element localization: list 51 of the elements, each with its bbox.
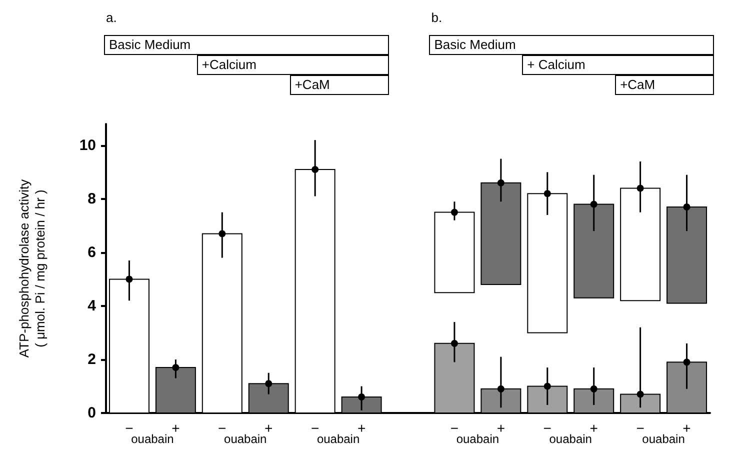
y-tick-label: 2 bbox=[88, 350, 96, 368]
point bbox=[450, 208, 458, 216]
text: b. bbox=[431, 10, 442, 25]
x-tick-label: + bbox=[496, 420, 506, 436]
point bbox=[497, 179, 504, 186]
text: ouabain bbox=[131, 432, 174, 446]
x-tick-label: + bbox=[264, 420, 273, 436]
x-tick-label: + bbox=[682, 420, 691, 436]
point bbox=[544, 190, 551, 198]
x-tick-label: − bbox=[310, 420, 320, 436]
condition-box: + Calcium bbox=[522, 55, 714, 75]
condition-box: +Calcium bbox=[196, 55, 389, 75]
text: a. bbox=[106, 10, 117, 25]
point bbox=[590, 385, 598, 392]
text: ouabain bbox=[642, 432, 685, 446]
x-tick-label: − bbox=[125, 420, 134, 436]
point bbox=[265, 380, 272, 388]
x-tick-label: − bbox=[543, 420, 552, 436]
point bbox=[497, 385, 504, 392]
y-tick-label: 0 bbox=[88, 404, 96, 422]
point bbox=[172, 364, 180, 372]
point bbox=[450, 340, 458, 347]
y-tick-label: 10 bbox=[79, 136, 96, 154]
point bbox=[358, 393, 366, 400]
point bbox=[312, 166, 319, 173]
point bbox=[590, 200, 598, 208]
text: ouabain bbox=[549, 432, 592, 446]
point bbox=[218, 230, 226, 238]
x-tick-label: − bbox=[636, 420, 644, 436]
x-tick-label: + bbox=[357, 420, 366, 436]
condition-box: Basic Medium bbox=[104, 35, 389, 55]
x-tick-label: + bbox=[590, 420, 598, 436]
text: ouabain bbox=[224, 432, 267, 446]
y-axis-title: ATP-phosphohydrolase activity ( μmol. Pi / mg protein / hr ) bbox=[16, 178, 48, 358]
point bbox=[544, 382, 551, 390]
y-tick-label: 4 bbox=[88, 297, 97, 314]
text: ouabain bbox=[316, 432, 360, 446]
x-tick-label: + bbox=[172, 420, 180, 436]
point bbox=[636, 184, 644, 192]
point bbox=[683, 358, 690, 366]
point bbox=[636, 390, 644, 398]
point bbox=[683, 203, 690, 210]
y-tick-label: 8 bbox=[88, 190, 96, 208]
point bbox=[126, 276, 133, 283]
text: ouabain bbox=[456, 432, 500, 446]
y-tick-label: 6 bbox=[88, 244, 96, 261]
condition-box: Basic Medium bbox=[429, 35, 714, 55]
condition-box: +CaM bbox=[615, 75, 714, 95]
x-tick-label: − bbox=[450, 420, 459, 436]
x-tick-label: − bbox=[218, 420, 226, 436]
condition-box: +CaM bbox=[290, 75, 389, 95]
